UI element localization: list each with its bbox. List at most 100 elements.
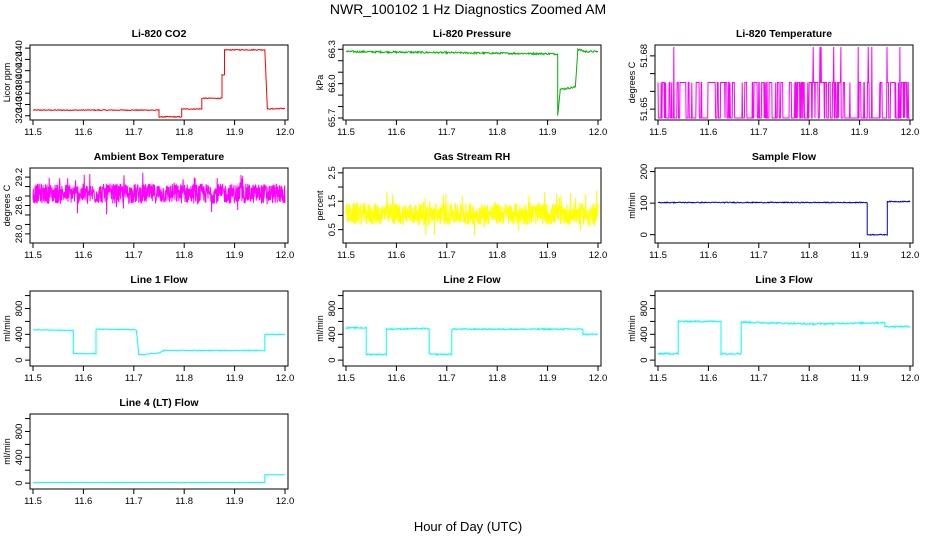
- figure-title: NWR_100102 1 Hz Diagnostics Zoomed AM: [330, 1, 606, 17]
- x-tick-label: 11.5: [24, 373, 42, 384]
- x-tick-label: 12.0: [276, 373, 295, 384]
- y-tick-label: 66.0: [327, 74, 338, 93]
- panel-8: Line 2 Flow 11.5 11.6 11.7 11.8 11.9 12.0 0 400 8…: [315, 274, 607, 384]
- y-tick-label: 340: [14, 97, 25, 113]
- x-tick-label: 12.0: [589, 373, 608, 384]
- x-tick-label: 11.6: [75, 373, 93, 384]
- y-tick-label: 0: [327, 357, 338, 362]
- y-axis-label: ml/min: [627, 315, 637, 342]
- panel-9: Line 3 Flow 11.5 11.6 11.7 11.8 11.9 12.0 0 400 8…: [627, 274, 919, 384]
- y-tick-label: 320: [14, 108, 25, 124]
- panel-4: Ambient Box Temperature 11.5 11.6 11.7 11.8 1…: [2, 151, 294, 261]
- y-tick-label: 0: [14, 357, 25, 362]
- plot-frame: [342, 167, 602, 244]
- x-tick-label: 11.8: [800, 250, 818, 261]
- x-tick-label: 11.9: [226, 250, 244, 261]
- x-tick-label: 11.7: [438, 127, 456, 138]
- x-tick-label: 11.5: [24, 496, 42, 507]
- data-series-line: [657, 200, 911, 236]
- panel-3: Li-820 Temperature 11.5 11.6 11.7 11.8 11.9 12…: [627, 28, 919, 138]
- x-tick-label: 11.8: [175, 250, 193, 261]
- y-tick-label: 400: [639, 326, 650, 342]
- x-tick-label: 11.9: [851, 250, 869, 261]
- y-tick-label: 400: [14, 63, 25, 79]
- y-tick-label: 400: [14, 449, 25, 465]
- data-series-line: [345, 47, 599, 116]
- x-tick-label: 11.5: [337, 250, 355, 261]
- y-tick-label: 400: [14, 326, 25, 342]
- x-tick-label: 12.0: [589, 250, 608, 261]
- panel-10: Line 4 (LT) Flow 11.5 11.6 11.7 11.8 11.9 12.0…: [2, 397, 294, 507]
- y-axis-label: ml/min: [2, 438, 12, 465]
- x-tick-label: 11.7: [125, 373, 143, 384]
- panel-title: Gas Stream RH: [434, 151, 510, 163]
- y-tick-label: 0: [639, 232, 650, 237]
- data-series-line: [345, 190, 599, 236]
- y-tick-label: 420: [14, 51, 25, 67]
- x-tick-label: 11.8: [800, 127, 818, 138]
- panel-title: Li-820 Temperature: [736, 28, 832, 40]
- x-tick-label: 11.6: [700, 373, 718, 384]
- data-series-line: [657, 319, 911, 357]
- y-tick-label: 440: [14, 40, 25, 56]
- data-series-line: [345, 326, 599, 357]
- x-tick-label: 11.9: [539, 127, 557, 138]
- plot-frame: [654, 290, 914, 367]
- x-tick-label: 11.5: [337, 127, 355, 138]
- panel-6: Sample Flow 11.5 11.6 11.7 11.8 11.9 12.0 0 100 2…: [627, 151, 919, 261]
- x-tick-label: 11.7: [750, 127, 768, 138]
- x-tick-label: 11.7: [750, 373, 768, 384]
- x-tick-label: 11.5: [649, 373, 667, 384]
- x-tick-label: 11.6: [388, 250, 406, 261]
- plot-frame: [29, 167, 289, 244]
- y-tick-label: 100: [639, 195, 650, 211]
- panels: Li-820 CO2 11.5 11.6 11.7 11.8 11.9 12.0 320340…: [2, 28, 919, 507]
- panel-title: Line 4 (LT) Flow: [119, 397, 199, 409]
- plot-frame: [342, 44, 602, 121]
- y-tick-label: 2.5: [327, 166, 338, 179]
- plot-frame: [654, 44, 914, 121]
- panel-7: Line 1 Flow 11.5 11.6 11.7 11.8 11.9 12.0 0 400 8…: [2, 274, 294, 384]
- x-tick-label: 11.7: [438, 373, 456, 384]
- x-tick-label: 11.8: [175, 373, 193, 384]
- x-tick-label: 12.0: [901, 250, 920, 261]
- y-tick-label: 200: [639, 164, 650, 180]
- plot-frame: [654, 167, 914, 244]
- x-tick-label: 11.6: [75, 127, 93, 138]
- x-tick-label: 11.9: [851, 373, 869, 384]
- x-tick-label: 11.8: [175, 496, 193, 507]
- x-tick-label: 11.9: [851, 127, 869, 138]
- x-tick-label: 11.6: [700, 127, 718, 138]
- x-tick-label: 11.6: [388, 373, 406, 384]
- x-tick-label: 11.8: [800, 373, 818, 384]
- panel-title: Sample Flow: [752, 151, 817, 163]
- x-tick-label: 11.9: [226, 373, 244, 384]
- plot-frame: [29, 290, 289, 367]
- y-tick-label: 360: [14, 85, 25, 101]
- y-tick-label: 400: [327, 326, 338, 342]
- y-tick-label: 29.2: [14, 168, 25, 187]
- x-tick-label: 12.0: [276, 127, 295, 138]
- x-tick-label: 11.8: [488, 373, 506, 384]
- panel-1: Li-820 CO2 11.5 11.6 11.7 11.8 11.9 12.0 320340…: [2, 28, 294, 138]
- x-tick-label: 11.6: [75, 496, 93, 507]
- data-series-line: [32, 328, 286, 356]
- y-tick-label: 66.3: [327, 40, 338, 59]
- panel-2: Li-820 Pressure 11.5 11.6 11.7 11.8 11.9 12.0 6…: [315, 28, 607, 138]
- panel-title: Ambient Box Temperature: [94, 151, 225, 163]
- y-axis-label: degrees C: [2, 184, 12, 226]
- x-tick-label: 11.7: [125, 127, 143, 138]
- plot-frame: [29, 44, 289, 121]
- x-tick-label: 11.7: [438, 250, 456, 261]
- y-tick-label: 51.68: [639, 44, 650, 68]
- x-tick-label: 12.0: [901, 127, 920, 138]
- x-tick-label: 11.9: [226, 496, 244, 507]
- x-tick-label: 11.5: [337, 373, 355, 384]
- x-tick-label: 11.6: [700, 250, 718, 261]
- y-tick-label: 800: [327, 301, 338, 317]
- x-tick-label: 11.9: [539, 373, 557, 384]
- x-tick-label: 11.5: [649, 250, 667, 261]
- y-tick-label: 380: [14, 74, 25, 90]
- y-tick-label: 51.65: [639, 97, 650, 121]
- y-tick-label: 800: [639, 301, 650, 317]
